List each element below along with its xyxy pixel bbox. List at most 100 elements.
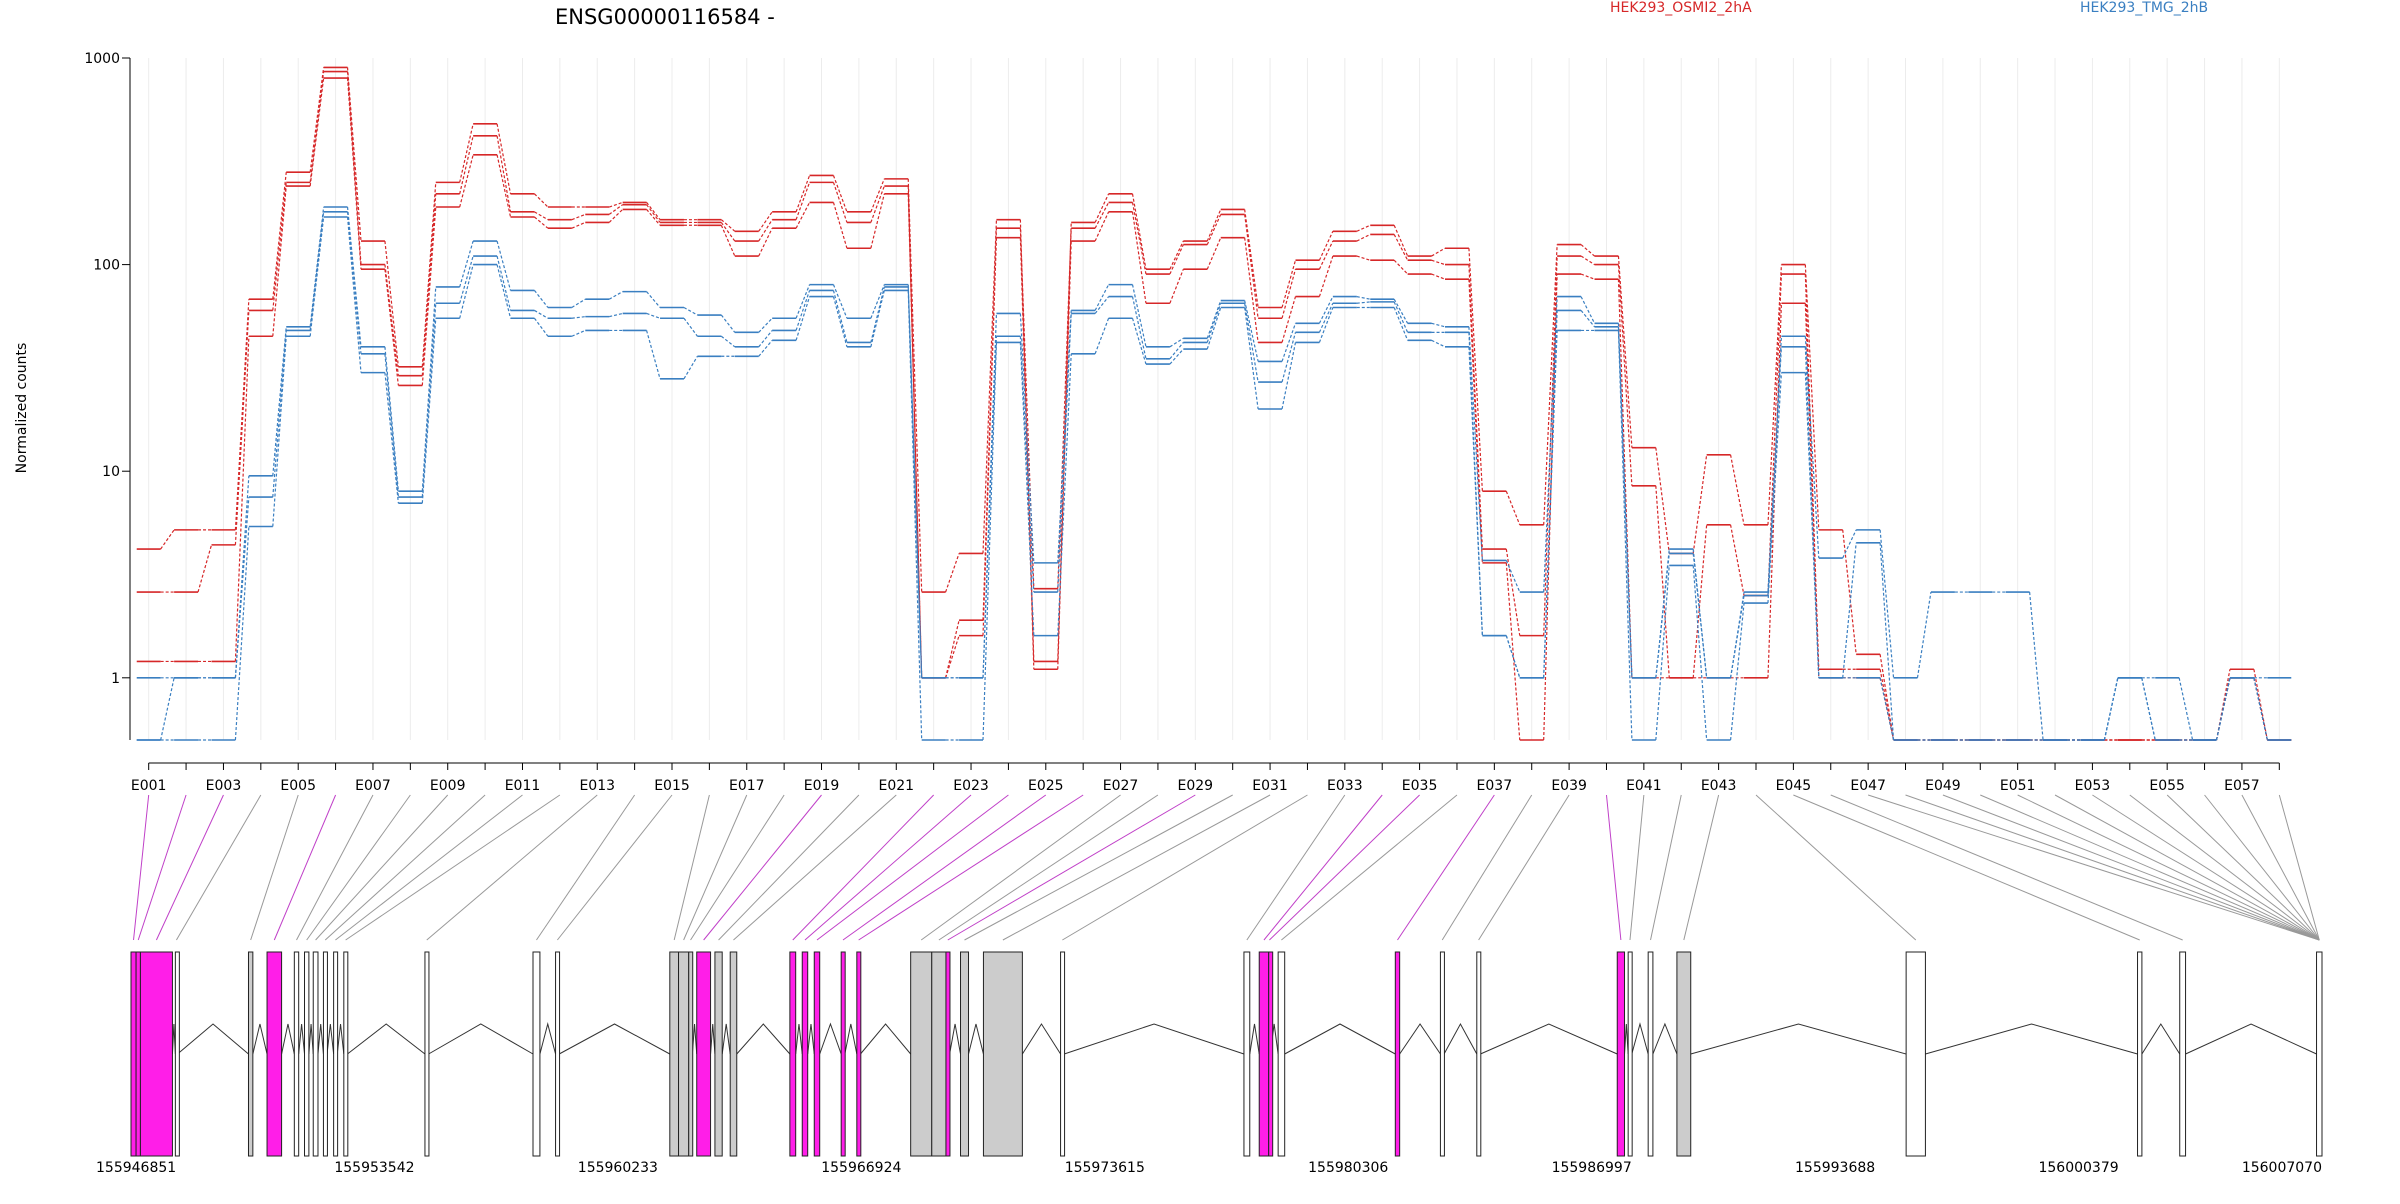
exon-box: [304, 951, 310, 1157]
intron: [1443, 1022, 1478, 1055]
series-connector: [1655, 485, 1670, 678]
series-connector: [1431, 273, 1446, 280]
genomic-tick-label: 155993688: [1795, 1160, 1875, 1176]
series-connector: [1019, 313, 1035, 563]
series-connector: [1767, 346, 1783, 593]
series-connector: [1318, 231, 1334, 261]
intron: [949, 1023, 962, 1055]
series-connector: [1468, 326, 1483, 561]
exon-connector: [858, 794, 1084, 941]
intron: [326, 1023, 335, 1055]
series-connector: [1580, 244, 1595, 257]
x-tick-label: E019: [804, 778, 840, 794]
series-connector: [1318, 303, 1334, 333]
series-connector: [571, 298, 586, 309]
exon-box: [1258, 951, 1270, 1157]
series-connector: [1916, 591, 1932, 678]
series-connector: [1767, 264, 1783, 525]
series-connector: [459, 255, 474, 304]
exon-connector: [137, 794, 187, 941]
series-connector: [2103, 677, 2119, 741]
series-connector: [459, 135, 474, 194]
series-connector: [1057, 313, 1072, 593]
series-connector: [2141, 677, 2156, 741]
series-connector: [309, 71, 325, 183]
series-connector: [795, 175, 811, 213]
genomic-tick-label: 155980306: [1308, 1160, 1388, 1176]
exon-box: [1243, 951, 1251, 1157]
exon-connector: [2017, 794, 2320, 941]
series-connector: [1094, 296, 1110, 314]
exon-box: [1627, 951, 1633, 1157]
series-connector: [534, 309, 549, 319]
x-tick-label: E047: [1850, 778, 1886, 794]
series-connector: [1244, 209, 1259, 308]
series-3: [136, 206, 2292, 741]
chart-title: ENSG00000116584 -: [555, 5, 775, 29]
exon-connector: [1246, 794, 1346, 941]
exon-box: [945, 951, 951, 1157]
intron: [1284, 1023, 1396, 1055]
series-connector: [1131, 284, 1147, 347]
series-connector: [1842, 529, 1857, 559]
exon-connector: [2204, 794, 2320, 941]
exon-connector: [556, 794, 673, 941]
x-tick-label: E043: [1701, 778, 1737, 794]
series-connector: [2215, 677, 2231, 741]
series-connector: [646, 202, 661, 221]
series-connector: [1655, 565, 1670, 741]
series-connector: [1655, 447, 1670, 554]
genomic-tick-label: 156000379: [2038, 1160, 2118, 1176]
exon-box: [960, 951, 970, 1157]
series-0: [136, 66, 2292, 741]
intron: [819, 1022, 842, 1055]
exon-box: [322, 951, 328, 1157]
x-axis: E001 E003 E005 E007 E009 E011 E013 E015 E017 E019…: [131, 762, 2280, 794]
series-connector: [1729, 591, 1745, 678]
intron: [1690, 1023, 1907, 1055]
exon-connector: [1942, 794, 2320, 941]
series-connector: [1356, 301, 1371, 304]
series-connector: [384, 372, 399, 504]
series-connector: [646, 204, 661, 223]
series-connector: [1057, 310, 1072, 563]
series-connector: [272, 172, 287, 300]
series-connector: [1356, 233, 1371, 242]
series-connector: [1244, 300, 1259, 362]
x-tick-label: E021: [878, 778, 914, 794]
series-connector: [870, 193, 885, 249]
series-connector: [496, 154, 512, 218]
exon-box: [1476, 951, 1482, 1157]
intron: [347, 1023, 426, 1055]
series-connector: [1169, 268, 1184, 304]
x-tick-label: E029: [1178, 778, 1214, 794]
exon-connector: [816, 794, 1009, 941]
exon-connector: [718, 794, 860, 941]
series-connector: [1505, 491, 1521, 526]
series-connector: [683, 355, 698, 380]
x-tick-label: E027: [1103, 778, 1139, 794]
series-connector: [384, 353, 399, 498]
exon-box: [688, 951, 694, 1157]
series-4: [136, 211, 2292, 741]
series-connector: [982, 336, 998, 678]
intron: [1021, 1023, 1061, 1055]
series-connector: [1356, 224, 1371, 232]
intron: [2185, 1023, 2317, 1055]
exon-connector: [690, 794, 785, 941]
exon-box: [174, 951, 180, 1157]
series-connector: [421, 303, 437, 498]
series-connector: [346, 216, 362, 373]
intron: [428, 1023, 534, 1055]
intron: [281, 1023, 295, 1055]
x-tick-label: E049: [1925, 778, 1961, 794]
exon-box: [1647, 951, 1654, 1157]
series-connector: [1804, 274, 1820, 670]
series-connector: [1057, 222, 1072, 662]
series-connector: [571, 221, 586, 229]
series-connector: [1281, 332, 1297, 383]
exon-connector: [947, 794, 1196, 941]
series-connector: [1169, 342, 1184, 360]
x-tick-label: E039: [1551, 778, 1587, 794]
exon-box: [982, 951, 1023, 1157]
